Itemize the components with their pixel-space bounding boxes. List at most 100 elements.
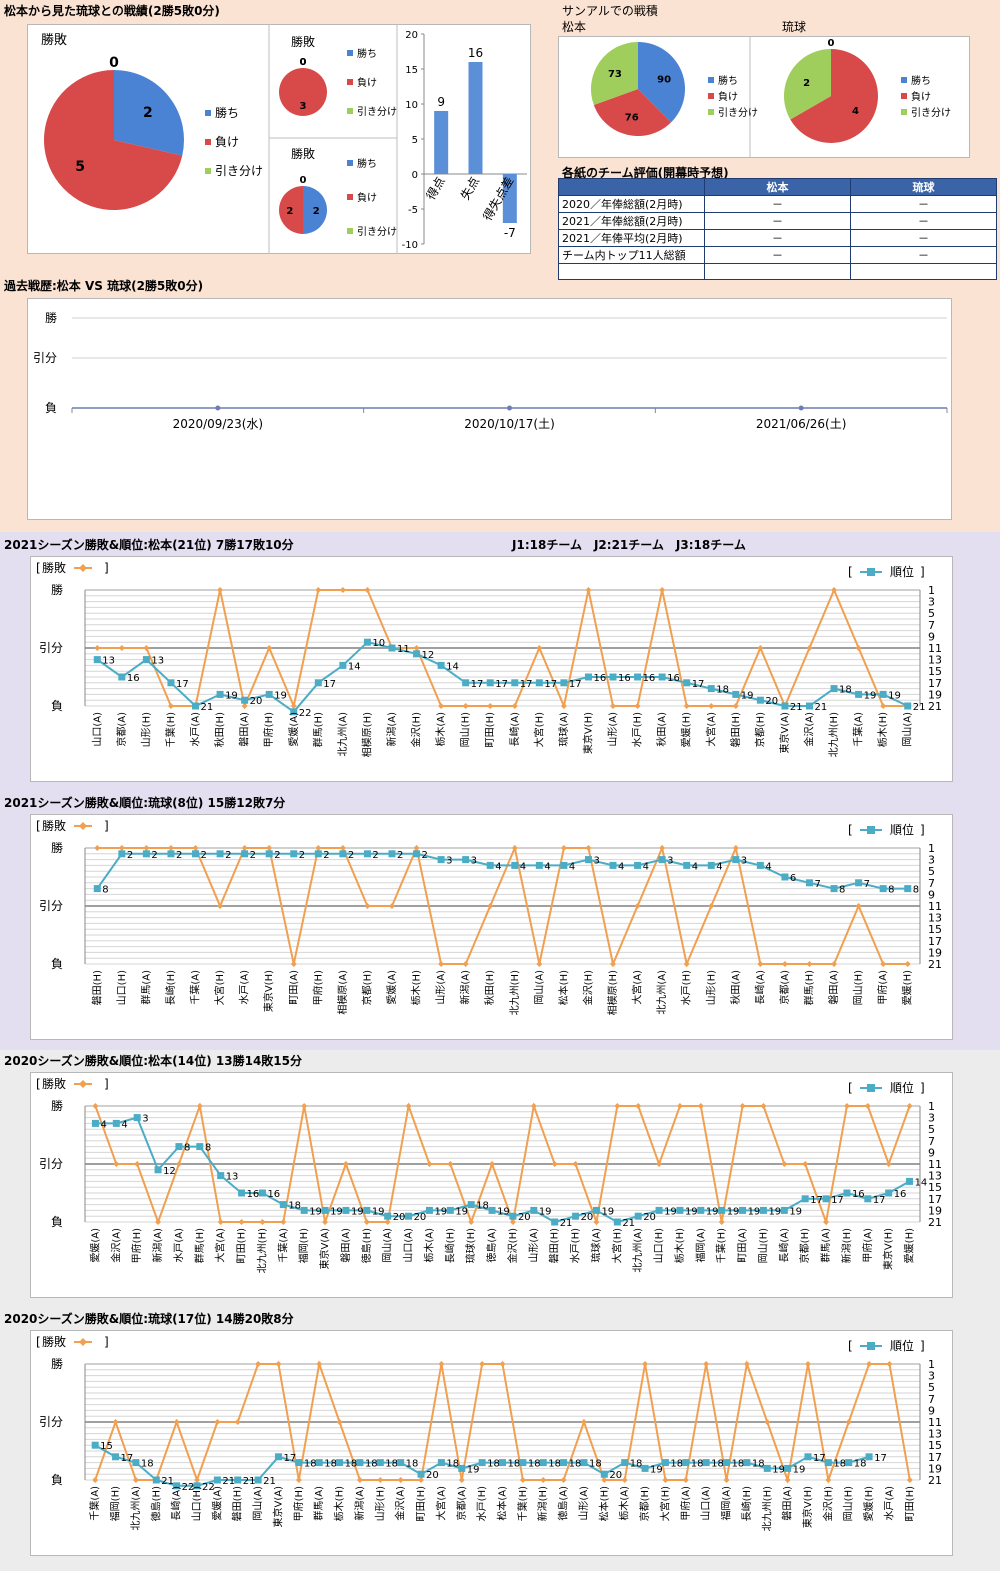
x-tick-label: 東京V(A)	[271, 1486, 284, 1528]
result-point	[519, 1477, 526, 1483]
result-point	[683, 961, 690, 967]
x-tick-label: 徳島(A)	[485, 1228, 498, 1263]
rank-point	[535, 861, 543, 869]
x-tick-label: 水戸(A)	[173, 1228, 185, 1263]
x-tick-label: 栃木(H)	[673, 1228, 686, 1263]
x-tick-label: 町田(H)	[905, 1486, 916, 1521]
rank-point	[437, 661, 445, 669]
legend-label: 勝ち	[215, 105, 239, 120]
x-tick-label: 京都(A)	[455, 1486, 468, 1521]
rank-point	[756, 696, 764, 704]
rank-point	[904, 702, 912, 710]
result-point	[426, 1161, 433, 1167]
result-point	[113, 1161, 120, 1167]
legend-label: 勝ち	[911, 74, 931, 87]
rank-point	[781, 873, 789, 881]
x-tick-label: 大宮(A)	[704, 712, 717, 747]
rank-point	[707, 861, 715, 869]
bar-data-label: 9	[437, 95, 445, 109]
legend-marker	[867, 1342, 875, 1350]
team-a-value: －	[704, 229, 851, 247]
legend-swatch	[347, 108, 353, 114]
x-tick-label: 福岡(H)	[109, 1486, 122, 1521]
league-note: J1:18チーム J2:21チーム J3:18チーム	[512, 538, 746, 552]
rank-point	[234, 1476, 242, 1484]
x-tick-label: 愛媛(H)	[862, 1486, 875, 1521]
result-point	[540, 1477, 547, 1483]
y-level-label: 引分	[33, 351, 57, 365]
x-tick-label: 愛媛(H)	[903, 1228, 916, 1263]
rank-point	[780, 1206, 788, 1214]
rank-point	[486, 861, 494, 869]
result-point	[217, 1219, 224, 1225]
result-point	[295, 1477, 302, 1483]
rank-data-label: 17	[692, 679, 705, 690]
rank-data-label: 7	[814, 879, 820, 890]
rank-point	[193, 1482, 201, 1490]
rank-point	[804, 1453, 812, 1461]
x-tick-label: 北九州(A)	[656, 970, 668, 1015]
result-point	[405, 1103, 412, 1109]
rank-data-label: 6	[790, 873, 796, 884]
result-point	[167, 845, 174, 851]
legend-bracket: [	[36, 1335, 41, 1349]
result-point	[438, 1361, 445, 1367]
x-tick-label: 甲府(A)	[876, 970, 889, 1005]
rank-point	[801, 1195, 809, 1203]
legend-marker	[79, 564, 87, 572]
result-point	[92, 1103, 99, 1109]
rank-data-label: 19	[650, 1464, 663, 1475]
rank-data-label: 2	[250, 850, 256, 861]
y-right-tick-label: 7	[928, 877, 935, 890]
result-point	[438, 703, 445, 709]
rank-point	[413, 650, 421, 658]
legend-label: 負け	[911, 91, 931, 103]
pie-slice	[279, 186, 303, 234]
result-point	[316, 1361, 323, 1367]
legend-bracket: ]	[104, 819, 109, 833]
rank-point	[634, 1212, 642, 1220]
x-tick-label: 岡山(H)	[460, 712, 472, 747]
legend-label: 勝ち	[357, 157, 377, 170]
matsumoto-2021-chart: [勝敗][順位]13579111315171921勝引分負13161317211…	[36, 560, 942, 757]
rank-point	[511, 679, 519, 687]
x-tick-label: 磐田(A)	[238, 712, 251, 747]
y-right-tick-label: 19	[928, 688, 942, 701]
legend-marker	[867, 1084, 875, 1092]
rank-data-label: 19	[455, 1206, 468, 1217]
result-point	[806, 645, 813, 651]
result-point	[266, 845, 273, 851]
result-point	[906, 1477, 913, 1483]
rank-data-label: 12	[163, 1166, 176, 1177]
summary-charts: 勝敗250勝ち負け引き分け勝敗030勝ち負け引き分け勝敗220勝ち負け引き分け-…	[41, 24, 527, 254]
rank-point	[655, 1206, 663, 1214]
x-tick-label: 愛媛(A)	[210, 1486, 223, 1521]
ryukyu-2021-title: 2021シーズン勝敗&順位:琉球(8位) 15勝12敗7分	[4, 796, 286, 810]
rank-point	[486, 679, 494, 687]
rank-point	[584, 673, 592, 681]
y-right-tick-label: 13	[928, 1170, 942, 1183]
x-tick-label: 水戸(H)	[632, 712, 644, 747]
rank-data-label: 18	[548, 1459, 561, 1470]
result-point	[682, 1477, 689, 1483]
rank-data-label: 21	[263, 1476, 276, 1487]
x-tick-label: 磐田(A)	[827, 970, 840, 1005]
rank-data-label: 2	[201, 850, 207, 861]
y-right-tick-label: 17	[928, 677, 942, 690]
row-label: 2021／年俸平均(2月時)	[558, 229, 705, 247]
legend-label: 順位	[890, 1080, 914, 1095]
result-point	[489, 1161, 496, 1167]
y-left-label: 負	[51, 699, 63, 713]
x-tick-label: 水戸(H)	[681, 970, 693, 1005]
rank-data-label: 18	[752, 1459, 765, 1470]
rank-point	[634, 673, 642, 681]
x-tick-label: 東京V(A)	[778, 712, 791, 754]
rank-point	[763, 1464, 771, 1472]
y-level-label: 勝	[45, 310, 57, 325]
x-tick-label: 金沢(H)	[821, 1486, 834, 1521]
x-tick-label: 新潟(H)	[536, 1486, 549, 1521]
rank-point	[321, 1206, 329, 1214]
rank-data-label: 19	[434, 1206, 447, 1217]
row-label: チーム内トップ11人総額	[558, 246, 705, 264]
result-point	[843, 1103, 850, 1109]
